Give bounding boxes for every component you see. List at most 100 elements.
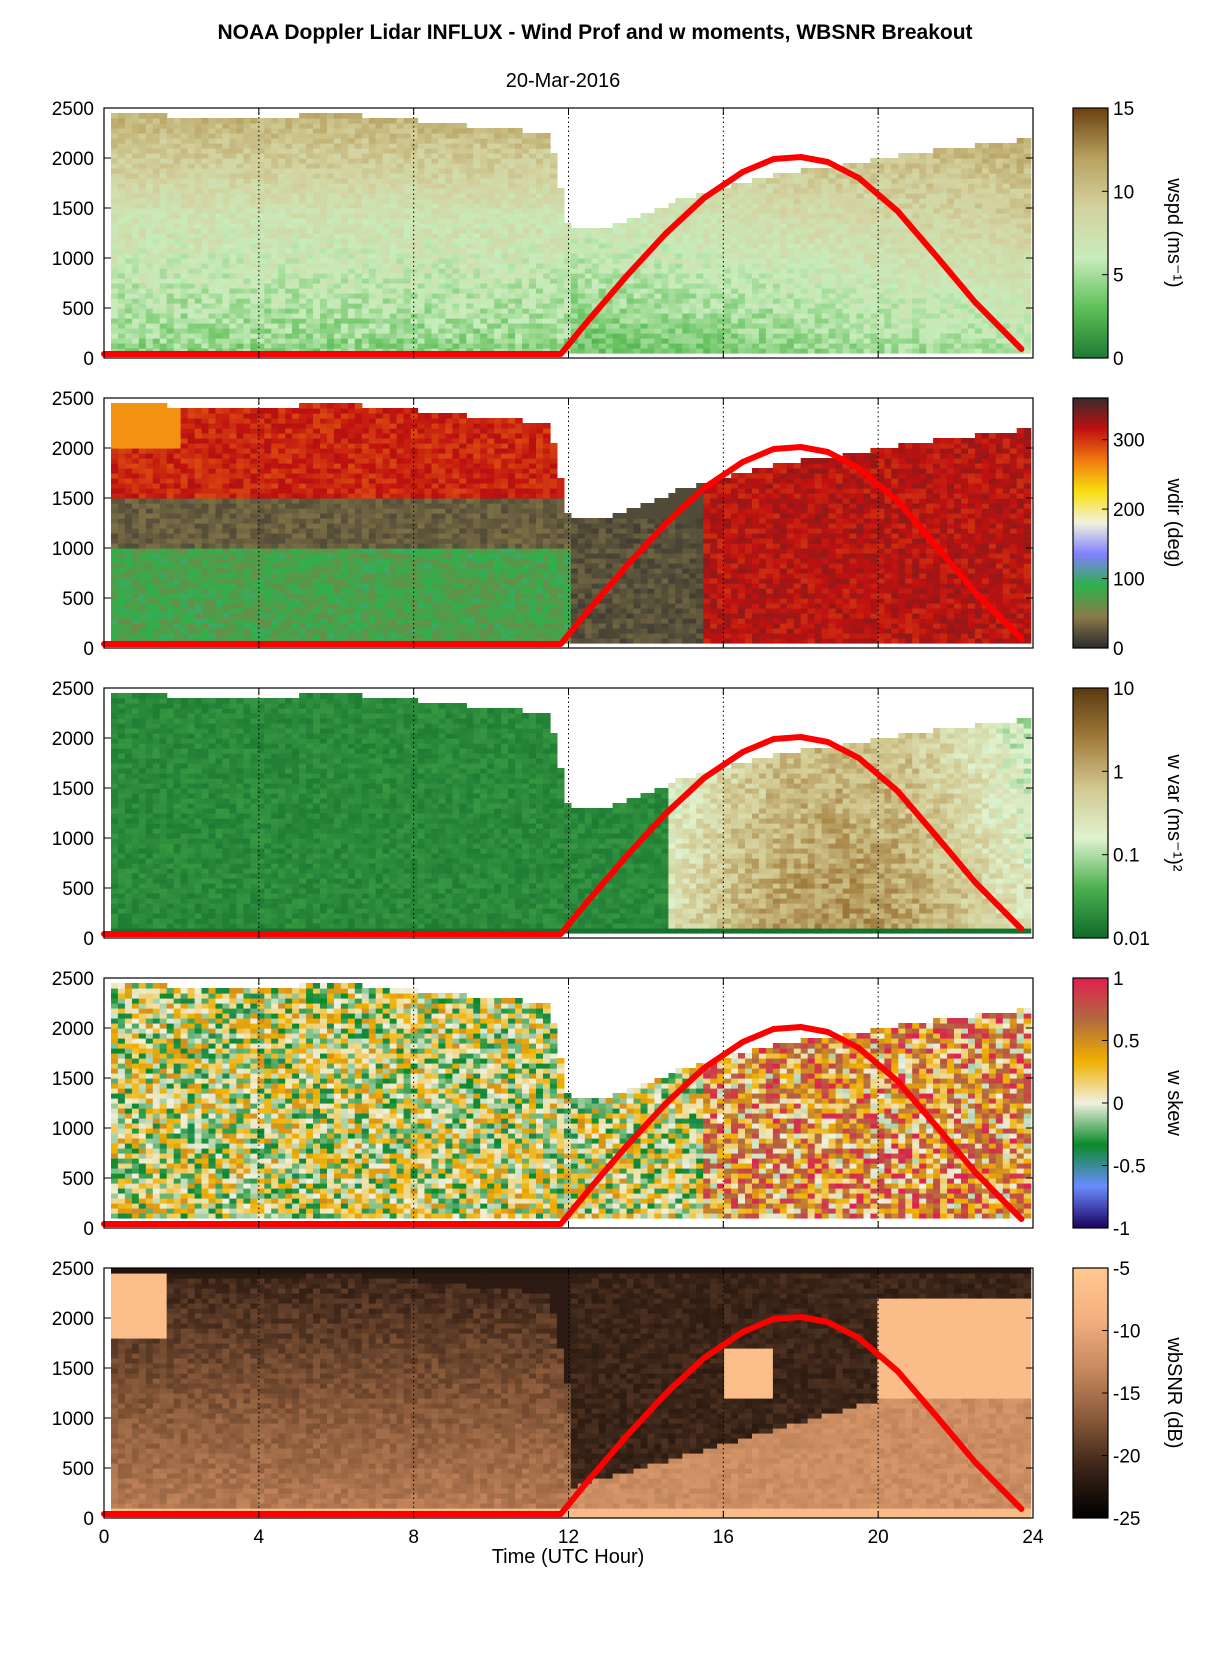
heatmap-cell <box>118 248 126 254</box>
heatmap-cell <box>216 173 224 179</box>
heatmap-cell <box>459 243 467 249</box>
heatmap-cell <box>160 168 168 174</box>
heatmap-cell <box>160 128 168 134</box>
heatmap-cell <box>418 218 426 224</box>
heatmap-cell <box>564 308 572 314</box>
heatmap-cell <box>738 293 746 299</box>
heatmap-cell <box>529 228 537 234</box>
heatmap-cell <box>236 243 244 249</box>
heatmap-cell <box>501 268 509 274</box>
heatmap-cell <box>376 288 384 294</box>
heatmap-cell <box>703 238 711 244</box>
heatmap-cell <box>522 303 530 309</box>
heatmap-cell <box>264 123 272 129</box>
heatmap-cell <box>292 328 300 334</box>
heatmap-cell <box>926 308 934 314</box>
heatmap-cell <box>153 268 161 274</box>
heatmap-cell <box>710 223 718 229</box>
heatmap-cell <box>404 118 412 124</box>
heatmap-cell <box>132 318 140 324</box>
heatmap-cell <box>843 218 851 224</box>
heatmap-cell <box>627 313 635 319</box>
heatmap-cell <box>438 328 446 334</box>
heatmap-cell <box>571 248 579 254</box>
heatmap-cell <box>752 198 760 204</box>
heatmap-cell <box>884 218 892 224</box>
heatmap-cell <box>355 248 363 254</box>
heatmap-cell <box>815 298 823 304</box>
heatmap-cell <box>634 313 642 319</box>
heatmap-cell <box>334 268 342 274</box>
heatmap-cell <box>710 338 718 344</box>
heatmap-cell <box>376 223 384 229</box>
heatmap-cell <box>912 283 920 289</box>
heatmap-cell <box>299 338 307 344</box>
heatmap-cell <box>341 213 349 219</box>
heatmap-cell <box>390 253 398 259</box>
heatmap-cell <box>306 233 314 239</box>
heatmap-cell <box>174 193 182 199</box>
heatmap-cell <box>599 253 607 259</box>
heatmap-cell <box>411 303 419 309</box>
heatmap-cell <box>766 268 774 274</box>
heatmap-cell <box>661 268 669 274</box>
heatmap-cell <box>864 298 872 304</box>
heatmap-cell <box>648 308 656 314</box>
heatmap-cell <box>550 238 558 244</box>
heatmap-cell <box>696 318 704 324</box>
heatmap-cell <box>947 348 955 354</box>
heatmap-cell <box>452 198 460 204</box>
heatmap-cell <box>933 223 941 229</box>
heatmap-cell <box>696 328 704 334</box>
heatmap-cell <box>529 153 537 159</box>
heatmap-cell <box>250 143 258 149</box>
heatmap-cell <box>139 293 147 299</box>
heatmap-cell <box>118 268 126 274</box>
heatmap-cell <box>515 278 523 284</box>
heatmap-cell <box>857 238 865 244</box>
heatmap-cell <box>125 253 133 259</box>
heatmap-cell <box>787 338 795 344</box>
heatmap-cell <box>355 333 363 339</box>
heatmap-cell <box>759 323 767 329</box>
heatmap-cell <box>236 208 244 214</box>
heatmap-cell <box>160 238 168 244</box>
heatmap-cell <box>829 228 837 234</box>
heatmap-cell <box>745 268 753 274</box>
heatmap-cell <box>766 198 774 204</box>
heatmap-cell <box>898 318 906 324</box>
heatmap-cell <box>766 313 774 319</box>
heatmap-cell <box>794 303 802 309</box>
heatmap-cell <box>383 308 391 314</box>
heatmap-cell <box>494 203 502 209</box>
heatmap-cell <box>884 243 892 249</box>
heatmap-cell <box>926 223 934 229</box>
heatmap-cell <box>508 243 516 249</box>
heatmap-cell <box>327 308 335 314</box>
heatmap-cell <box>522 343 530 349</box>
heatmap-cell <box>926 213 934 219</box>
heatmap-cell <box>418 343 426 349</box>
heatmap-cell <box>731 213 739 219</box>
heatmap-cell <box>571 303 579 309</box>
heatmap-cell <box>487 263 495 269</box>
heatmap-cell <box>250 223 258 229</box>
heatmap-cell <box>891 298 899 304</box>
heatmap-cell <box>174 183 182 189</box>
heatmap-cell <box>738 298 746 304</box>
heatmap-cell <box>578 258 586 264</box>
heatmap-cell <box>745 228 753 234</box>
heatmap-cell <box>710 218 718 224</box>
heatmap-cell <box>850 318 858 324</box>
heatmap-cell <box>675 228 683 234</box>
heatmap-cell <box>494 318 502 324</box>
heatmap-cell <box>195 283 203 289</box>
heatmap-cell <box>167 258 175 264</box>
heatmap-cell <box>536 133 544 139</box>
heatmap-cell <box>850 163 858 169</box>
heatmap-cell <box>411 288 419 294</box>
heatmap-cell <box>682 343 690 349</box>
heatmap-cell <box>146 283 154 289</box>
heatmap-cell <box>264 298 272 304</box>
